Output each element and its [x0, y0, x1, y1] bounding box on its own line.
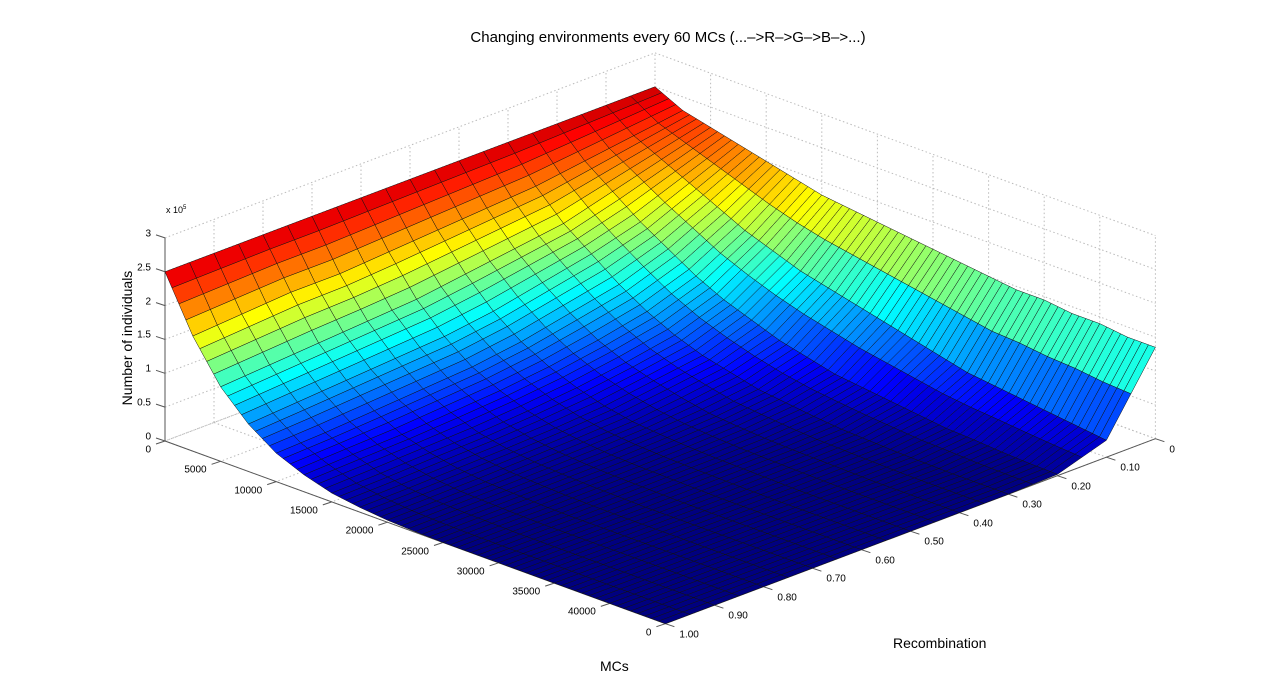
y-tick	[1057, 475, 1067, 480]
z-tick	[155, 437, 166, 442]
x-tick-label: 0	[645, 627, 652, 639]
y-tick-label: 0	[1169, 444, 1175, 456]
y-tick	[1008, 493, 1018, 498]
y-tick	[861, 549, 871, 554]
grid-line	[164, 52, 656, 239]
z-tick	[155, 403, 166, 408]
z-tick-label: 1.5	[137, 329, 151, 341]
chart-title: Changing environments every 60 MCs (...–…	[470, 29, 866, 46]
z-multiplier: x 10	[166, 205, 184, 215]
y-tick-label: 0.90	[728, 610, 748, 622]
x-tick	[600, 602, 610, 607]
x-tick	[433, 542, 444, 546]
x-tick	[211, 460, 221, 465]
y-tick-label: 0.10	[1120, 462, 1140, 474]
y-tick-label: 0.50	[924, 536, 944, 548]
x-tick-label: 5000	[184, 464, 207, 476]
x-tick	[656, 623, 666, 628]
y-tick	[714, 604, 724, 609]
x-tick	[322, 501, 332, 506]
z-tick-label: 2	[145, 296, 151, 308]
y-tick-label: 1.00	[679, 629, 699, 641]
x-tick	[267, 481, 277, 486]
x-tick-label: 20000	[345, 525, 374, 537]
z-tick-label: 0	[145, 431, 151, 443]
z-tick-label: 0.5	[137, 397, 151, 409]
grid-line	[654, 52, 1156, 237]
x-axis-label: MCs	[600, 658, 629, 674]
z-tick-label: 1	[145, 363, 151, 375]
x-tick	[545, 582, 555, 587]
y-tick-label: 0.30	[1022, 499, 1042, 511]
y-tick	[910, 530, 920, 535]
surface-patch	[657, 611, 691, 624]
grid-line	[654, 86, 1156, 270]
z-tick-label: 3	[145, 228, 151, 240]
z-tick	[155, 234, 166, 239]
y-tick	[763, 586, 773, 591]
y-tick	[959, 512, 969, 517]
y-tick-label: 0.60	[875, 555, 895, 567]
x-tick-label: 35000	[512, 586, 541, 598]
y-tick-label: 0.20	[1071, 481, 1091, 493]
x-tick	[489, 562, 499, 567]
y-tick	[812, 567, 822, 572]
x-tick-label: 25000	[401, 546, 429, 557]
z-tick-label: 2.5	[137, 262, 151, 274]
y-axis-label: Recombination	[893, 635, 987, 651]
y-tick	[665, 623, 675, 628]
y-tick-label: 0.70	[826, 573, 846, 585]
x-tick-label: 40000	[567, 606, 596, 618]
x-tick	[378, 521, 388, 526]
y-tick	[1106, 456, 1116, 461]
x-tick	[155, 440, 166, 445]
z-tick	[155, 369, 166, 374]
y-tick	[1155, 438, 1165, 443]
z-axis-label: Number of individuals	[119, 270, 135, 406]
x-tick-label: 10000	[234, 485, 263, 497]
z-tick	[155, 335, 166, 340]
y-tick-label: 0.80	[777, 592, 797, 604]
z-tick	[155, 302, 166, 307]
x-tick-label: 0	[145, 444, 151, 456]
x-tick-label: 30000	[456, 566, 485, 578]
y-tick-label: 0.40	[973, 518, 993, 530]
z-axis-exponent: x 105	[166, 205, 186, 215]
surface	[164, 86, 1156, 624]
x-tick-label: 15000	[289, 505, 318, 517]
z-exponent: 5	[183, 205, 187, 211]
z-tick	[155, 268, 166, 273]
